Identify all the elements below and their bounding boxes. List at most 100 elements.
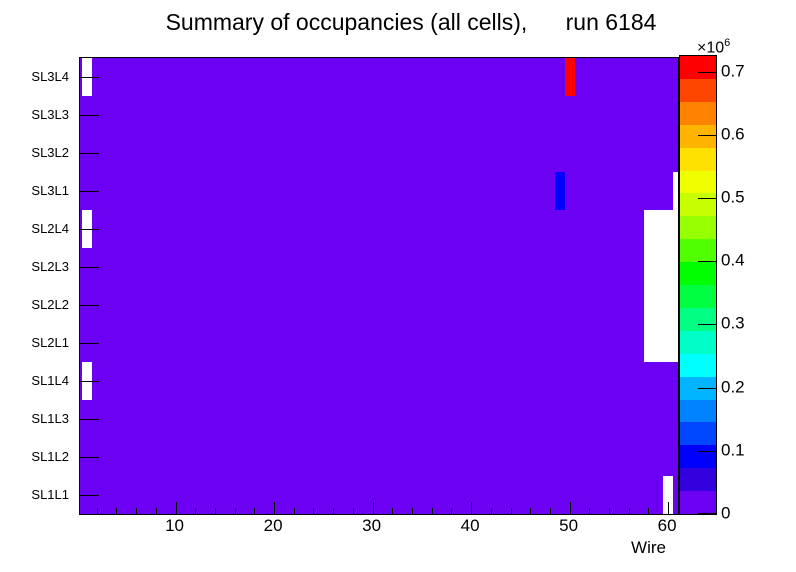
x-axis-minor-tick bbox=[628, 508, 630, 514]
colorbar-exponent-power: 6 bbox=[724, 37, 731, 49]
x-axis-major-tick bbox=[668, 502, 670, 514]
colorbar-band bbox=[680, 238, 716, 263]
colorbar-band bbox=[680, 490, 716, 514]
colorbar-band bbox=[680, 467, 716, 492]
colorbar-tick-label: 0.6 bbox=[721, 124, 745, 144]
x-axis-minor-tick bbox=[490, 508, 492, 514]
colorbar-tick bbox=[698, 513, 716, 514]
colorbar-band bbox=[680, 261, 716, 285]
colorbar-tick bbox=[698, 324, 716, 326]
heatmap-hot-cell bbox=[564, 58, 575, 96]
y-axis-tick bbox=[80, 419, 99, 420]
y-axis-label: SL1L4 bbox=[31, 372, 69, 388]
x-axis-tick-label: 30 bbox=[362, 516, 382, 535]
heatmap-empty-cell bbox=[643, 324, 678, 362]
heatmap-empty-cell bbox=[643, 210, 678, 248]
x-axis-minor-tick bbox=[510, 508, 512, 514]
x-axis-tick-label: 40 bbox=[460, 516, 480, 535]
colorbar-tick-label: 0.4 bbox=[721, 250, 745, 270]
x-axis-minor-tick bbox=[412, 508, 413, 514]
colorbar-tick bbox=[698, 71, 716, 73]
x-axis-minor-tick bbox=[293, 508, 295, 514]
colorbar-tick bbox=[698, 387, 716, 389]
heatmap-empty-cell bbox=[663, 476, 674, 514]
x-axis-minor-tick bbox=[214, 508, 216, 514]
heatmap-empty-cell bbox=[673, 172, 678, 210]
x-axis-tick-label: 60 bbox=[657, 516, 677, 535]
y-axis-tick bbox=[80, 229, 99, 230]
x-axis-tick-label: 20 bbox=[263, 516, 283, 535]
y-axis-tick bbox=[80, 77, 99, 78]
colorbar-band bbox=[680, 101, 716, 125]
y-axis-tick bbox=[80, 191, 99, 192]
y-axis-label: SL1L2 bbox=[31, 448, 69, 464]
x-axis-minor-tick bbox=[549, 508, 551, 514]
colorbar-tick bbox=[698, 261, 716, 263]
x-axis-title: Wire bbox=[631, 538, 666, 557]
y-axis-label: SL2L4 bbox=[31, 220, 69, 236]
colorbar-band bbox=[680, 421, 716, 446]
x-axis-minor-tick bbox=[392, 508, 394, 514]
colorbar-tick-label: 0.5 bbox=[721, 187, 745, 207]
x-axis-minor-tick bbox=[116, 508, 118, 514]
y-axis-tick bbox=[80, 495, 99, 496]
colorbar-tick-label: 0.7 bbox=[721, 61, 745, 81]
x-axis-minor-tick bbox=[333, 508, 335, 514]
colorbar-tick-label: 0.1 bbox=[721, 440, 745, 460]
heatmap-empty-cell bbox=[643, 248, 678, 286]
colorbar-band bbox=[680, 399, 716, 423]
y-axis-label: SL3L1 bbox=[31, 182, 69, 198]
chart-title: Summary of occupancies (all cells), run … bbox=[165, 9, 657, 35]
x-axis-major-tick bbox=[175, 502, 177, 514]
x-axis-minor-tick bbox=[234, 508, 236, 514]
y-axis-label: SL1L3 bbox=[31, 410, 69, 426]
y-axis-label: SL1L1 bbox=[31, 486, 69, 502]
colorbar-band bbox=[680, 330, 716, 354]
colorbar-band bbox=[680, 192, 716, 217]
y-axis-label: SL3L3 bbox=[31, 106, 69, 122]
x-axis-tick-label: 50 bbox=[559, 516, 579, 535]
heatmap-plot-area bbox=[79, 57, 679, 515]
y-axis-label: SL2L3 bbox=[31, 258, 69, 274]
colorbar-band bbox=[680, 215, 716, 240]
x-axis-minor-tick bbox=[136, 508, 138, 514]
colorbar-band bbox=[680, 78, 716, 102]
colorbar-exponent-label: ×106 bbox=[697, 37, 730, 57]
y-axis-tick bbox=[80, 305, 99, 306]
x-axis-minor-tick bbox=[96, 508, 98, 514]
colorbar-band bbox=[680, 307, 716, 331]
colorbar-tick bbox=[698, 450, 716, 452]
x-axis-minor-tick bbox=[155, 508, 157, 514]
x-axis-major-tick bbox=[569, 502, 571, 514]
colorbar-band bbox=[680, 147, 716, 171]
colorbar-tick-label: 0 bbox=[721, 503, 731, 523]
x-axis-minor-tick bbox=[254, 508, 256, 514]
colorbar bbox=[679, 55, 717, 515]
y-axis-label: SL3L2 bbox=[31, 144, 69, 160]
x-axis-minor-tick bbox=[352, 508, 354, 514]
x-axis-tick-label: 10 bbox=[165, 516, 185, 535]
y-axis-tick bbox=[80, 153, 99, 154]
y-axis-tick bbox=[80, 457, 99, 458]
x-axis-minor-tick bbox=[313, 508, 315, 514]
y-axis-label: SL2L2 bbox=[31, 296, 69, 312]
y-axis-tick bbox=[80, 343, 99, 344]
colorbar-band bbox=[680, 353, 716, 377]
heatmap-empty-cell bbox=[643, 286, 678, 324]
x-axis-minor-tick bbox=[609, 508, 611, 514]
colorbar-tick-label: 0.3 bbox=[721, 313, 745, 333]
x-axis-minor-tick bbox=[451, 508, 453, 514]
colorbar-tick bbox=[698, 134, 716, 136]
y-axis-label: SL2L1 bbox=[31, 334, 69, 350]
colorbar-tick-label: 0.2 bbox=[721, 377, 745, 397]
x-axis-major-tick bbox=[274, 502, 276, 514]
colorbar-band bbox=[680, 55, 716, 79]
x-axis-major-tick bbox=[372, 502, 374, 514]
colorbar-band bbox=[680, 444, 716, 469]
x-axis-minor-tick bbox=[530, 508, 532, 514]
colorbar-band bbox=[680, 170, 716, 194]
x-axis-minor-tick bbox=[195, 508, 197, 514]
colorbar-exponent-base: ×10 bbox=[697, 39, 725, 57]
heatmap-hot-cell bbox=[554, 172, 565, 210]
